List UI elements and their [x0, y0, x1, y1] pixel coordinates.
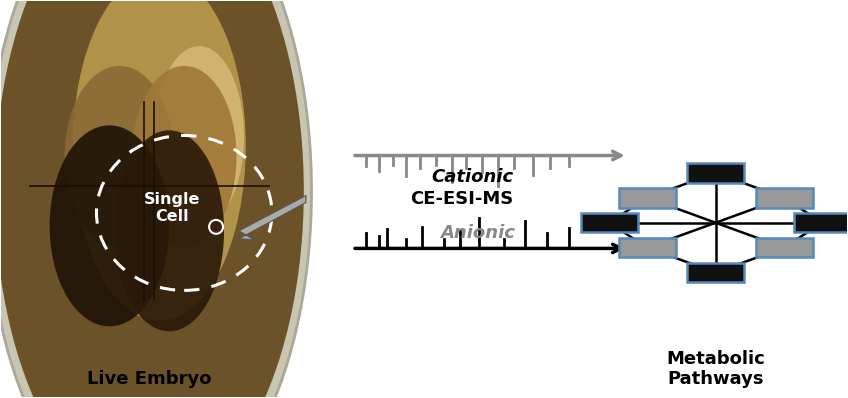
Ellipse shape [0, 0, 304, 398]
FancyBboxPatch shape [618, 188, 676, 208]
Text: Single
Cell: Single Cell [144, 192, 200, 224]
Ellipse shape [73, 0, 246, 321]
Text: Cationic: Cationic [432, 168, 514, 186]
Ellipse shape [131, 66, 237, 247]
Ellipse shape [154, 46, 244, 227]
Text: Metabolic
Pathways: Metabolic Pathways [667, 349, 765, 388]
FancyBboxPatch shape [618, 238, 676, 258]
Ellipse shape [0, 0, 311, 398]
FancyBboxPatch shape [756, 238, 812, 258]
Polygon shape [239, 195, 306, 240]
FancyBboxPatch shape [756, 188, 812, 208]
Ellipse shape [50, 125, 170, 326]
Ellipse shape [114, 130, 224, 331]
Text: Live Embryo: Live Embryo [87, 370, 211, 388]
Ellipse shape [64, 66, 174, 247]
Text: CE-ESI-MS: CE-ESI-MS [410, 190, 514, 208]
FancyBboxPatch shape [794, 213, 848, 232]
Text: Anionic: Anionic [440, 224, 515, 242]
FancyBboxPatch shape [687, 263, 745, 282]
FancyBboxPatch shape [581, 213, 638, 232]
FancyBboxPatch shape [687, 163, 745, 183]
